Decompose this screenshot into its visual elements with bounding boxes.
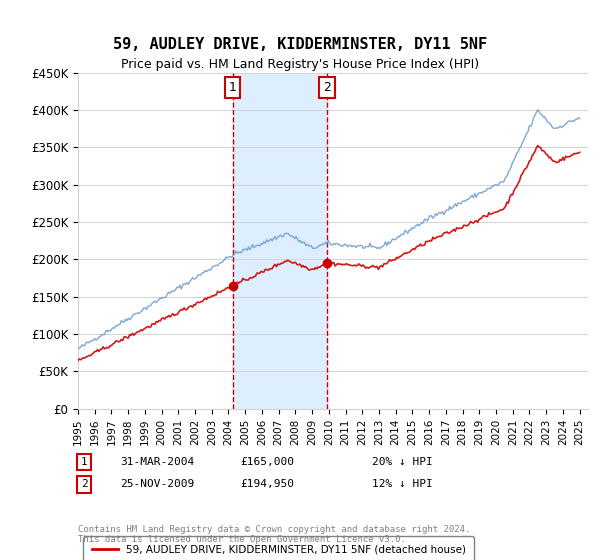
Text: 2: 2 xyxy=(80,479,88,489)
Text: 2: 2 xyxy=(323,81,331,94)
Text: Price paid vs. HM Land Registry's House Price Index (HPI): Price paid vs. HM Land Registry's House … xyxy=(121,58,479,71)
Text: 59, AUDLEY DRIVE, KIDDERMINSTER, DY11 5NF: 59, AUDLEY DRIVE, KIDDERMINSTER, DY11 5N… xyxy=(113,38,487,52)
Text: 31-MAR-2004: 31-MAR-2004 xyxy=(120,457,194,467)
Text: 1: 1 xyxy=(80,457,88,467)
Text: £194,950: £194,950 xyxy=(240,479,294,489)
Text: 12% ↓ HPI: 12% ↓ HPI xyxy=(372,479,433,489)
Text: £165,000: £165,000 xyxy=(240,457,294,467)
Bar xyxy=(233,73,327,409)
Text: 20% ↓ HPI: 20% ↓ HPI xyxy=(372,457,433,467)
Text: 25-NOV-2009: 25-NOV-2009 xyxy=(120,479,194,489)
Legend: 59, AUDLEY DRIVE, KIDDERMINSTER, DY11 5NF (detached house), HPI: Average price, : 59, AUDLEY DRIVE, KIDDERMINSTER, DY11 5N… xyxy=(83,536,474,560)
Text: Contains HM Land Registry data © Crown copyright and database right 2024.
This d: Contains HM Land Registry data © Crown c… xyxy=(78,525,470,544)
Text: 1: 1 xyxy=(229,81,236,94)
